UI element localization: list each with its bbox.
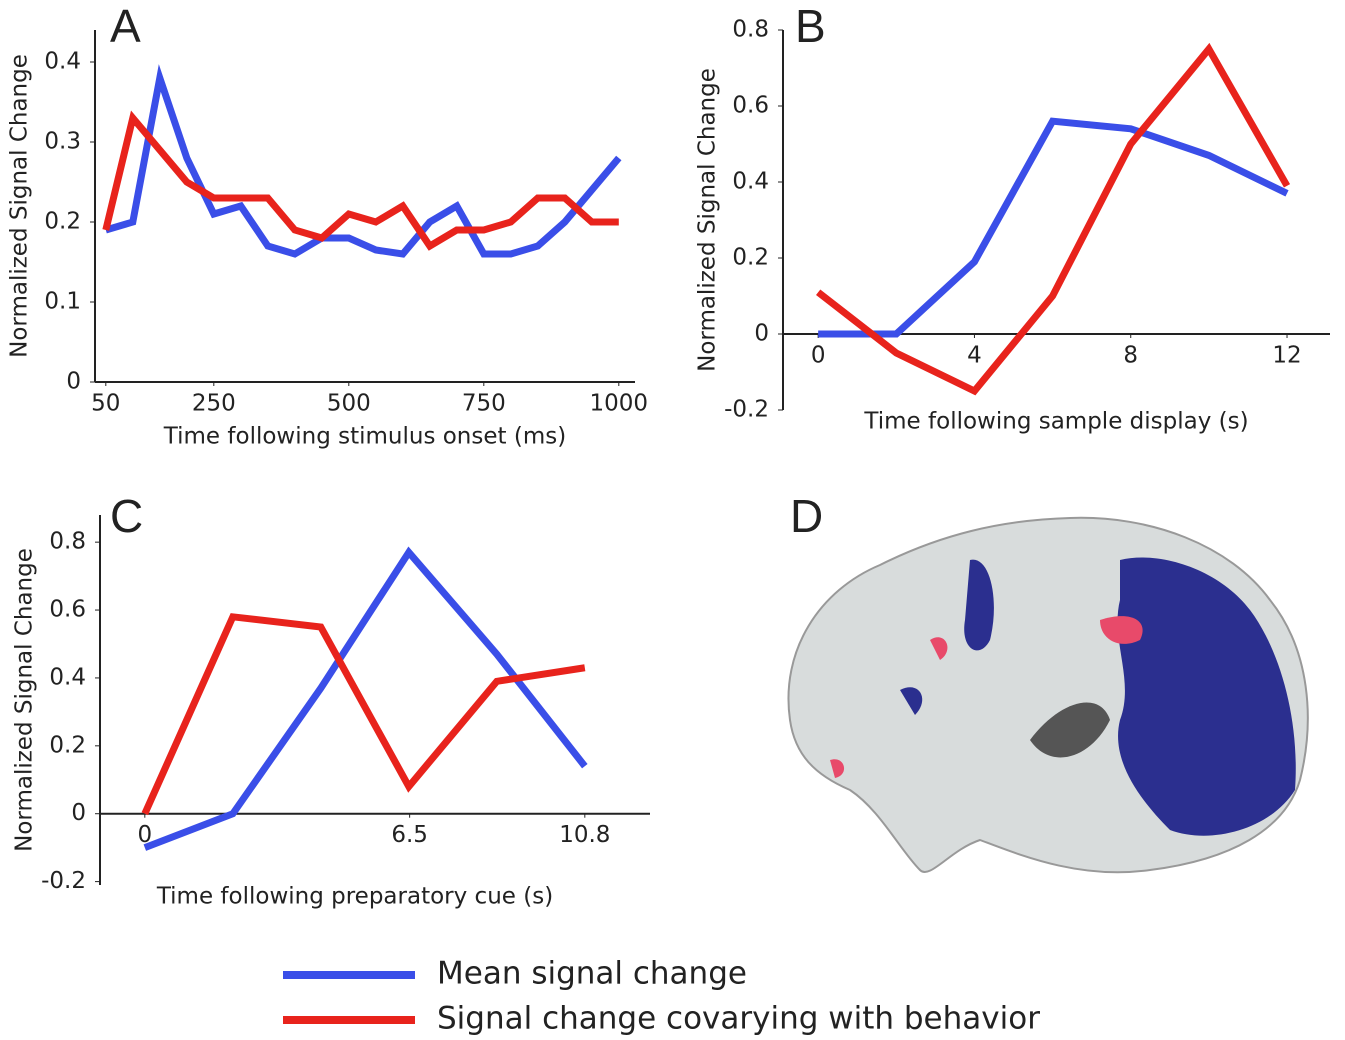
y-tick-label: -0.2: [724, 397, 769, 423]
y-tick-label: 0: [754, 321, 769, 347]
y-tick-label: 0: [66, 369, 81, 395]
x-tick-label: 500: [327, 391, 371, 417]
y-tick-label: 0.4: [49, 664, 86, 690]
y-tick-label: 0.2: [732, 245, 769, 271]
series-line: [104, 64, 622, 258]
x-tick-label: 4: [967, 343, 982, 369]
panel-label: A: [110, 0, 141, 52]
series-line: [102, 110, 619, 251]
y-tick-label: 0.6: [732, 93, 769, 119]
legend-label: Signal change covarying with behavior: [437, 1001, 1040, 1037]
series-line: [143, 546, 588, 851]
x-tick-label: 12: [1272, 343, 1301, 369]
legend-label: Mean signal change: [437, 956, 747, 992]
y-tick-label: 0.2: [44, 209, 81, 235]
y-axis-label: Normalized Signal Change: [7, 54, 33, 358]
panel-label: B: [795, 0, 826, 52]
x-tick-label: 10.8: [559, 822, 610, 848]
x-tick-label: 50: [91, 391, 120, 417]
x-axis-label: Time following sample display (s): [863, 409, 1248, 435]
x-tick-label: 1000: [590, 391, 649, 417]
y-tick-label: 0.4: [732, 169, 769, 195]
panel-label: D: [790, 490, 823, 542]
y-axis-label: Normalized Signal Change: [695, 68, 721, 372]
y-tick-label: 0.4: [44, 49, 81, 75]
y-tick-label: 0: [71, 800, 86, 826]
y-tick-label: 0.6: [49, 597, 86, 623]
y-axis-label: Normalized Signal Change: [12, 548, 38, 852]
series-line: [141, 613, 586, 816]
y-tick-label: -0.2: [41, 868, 86, 894]
x-tick-label: 0: [137, 822, 152, 848]
y-tick-label: 0.3: [44, 129, 81, 155]
brain-image: [787, 516, 1309, 874]
x-axis-label: Time following preparatory cue (s): [156, 884, 553, 910]
y-tick-label: 0.8: [732, 17, 769, 43]
x-tick-label: 0: [811, 343, 826, 369]
y-tick-label: 0.1: [44, 289, 81, 315]
x-axis-label: Time following stimulus onset (ms): [163, 424, 566, 450]
series-line: [816, 42, 1291, 396]
series-line: [818, 117, 1289, 338]
y-tick-label: 0.8: [49, 529, 86, 555]
y-tick-label: 0.2: [49, 732, 86, 758]
x-tick-label: 6.5: [391, 822, 428, 848]
x-tick-label: 750: [462, 391, 506, 417]
x-tick-label: 250: [192, 391, 236, 417]
panel-label: C: [110, 490, 143, 542]
x-tick-label: 8: [1123, 343, 1138, 369]
